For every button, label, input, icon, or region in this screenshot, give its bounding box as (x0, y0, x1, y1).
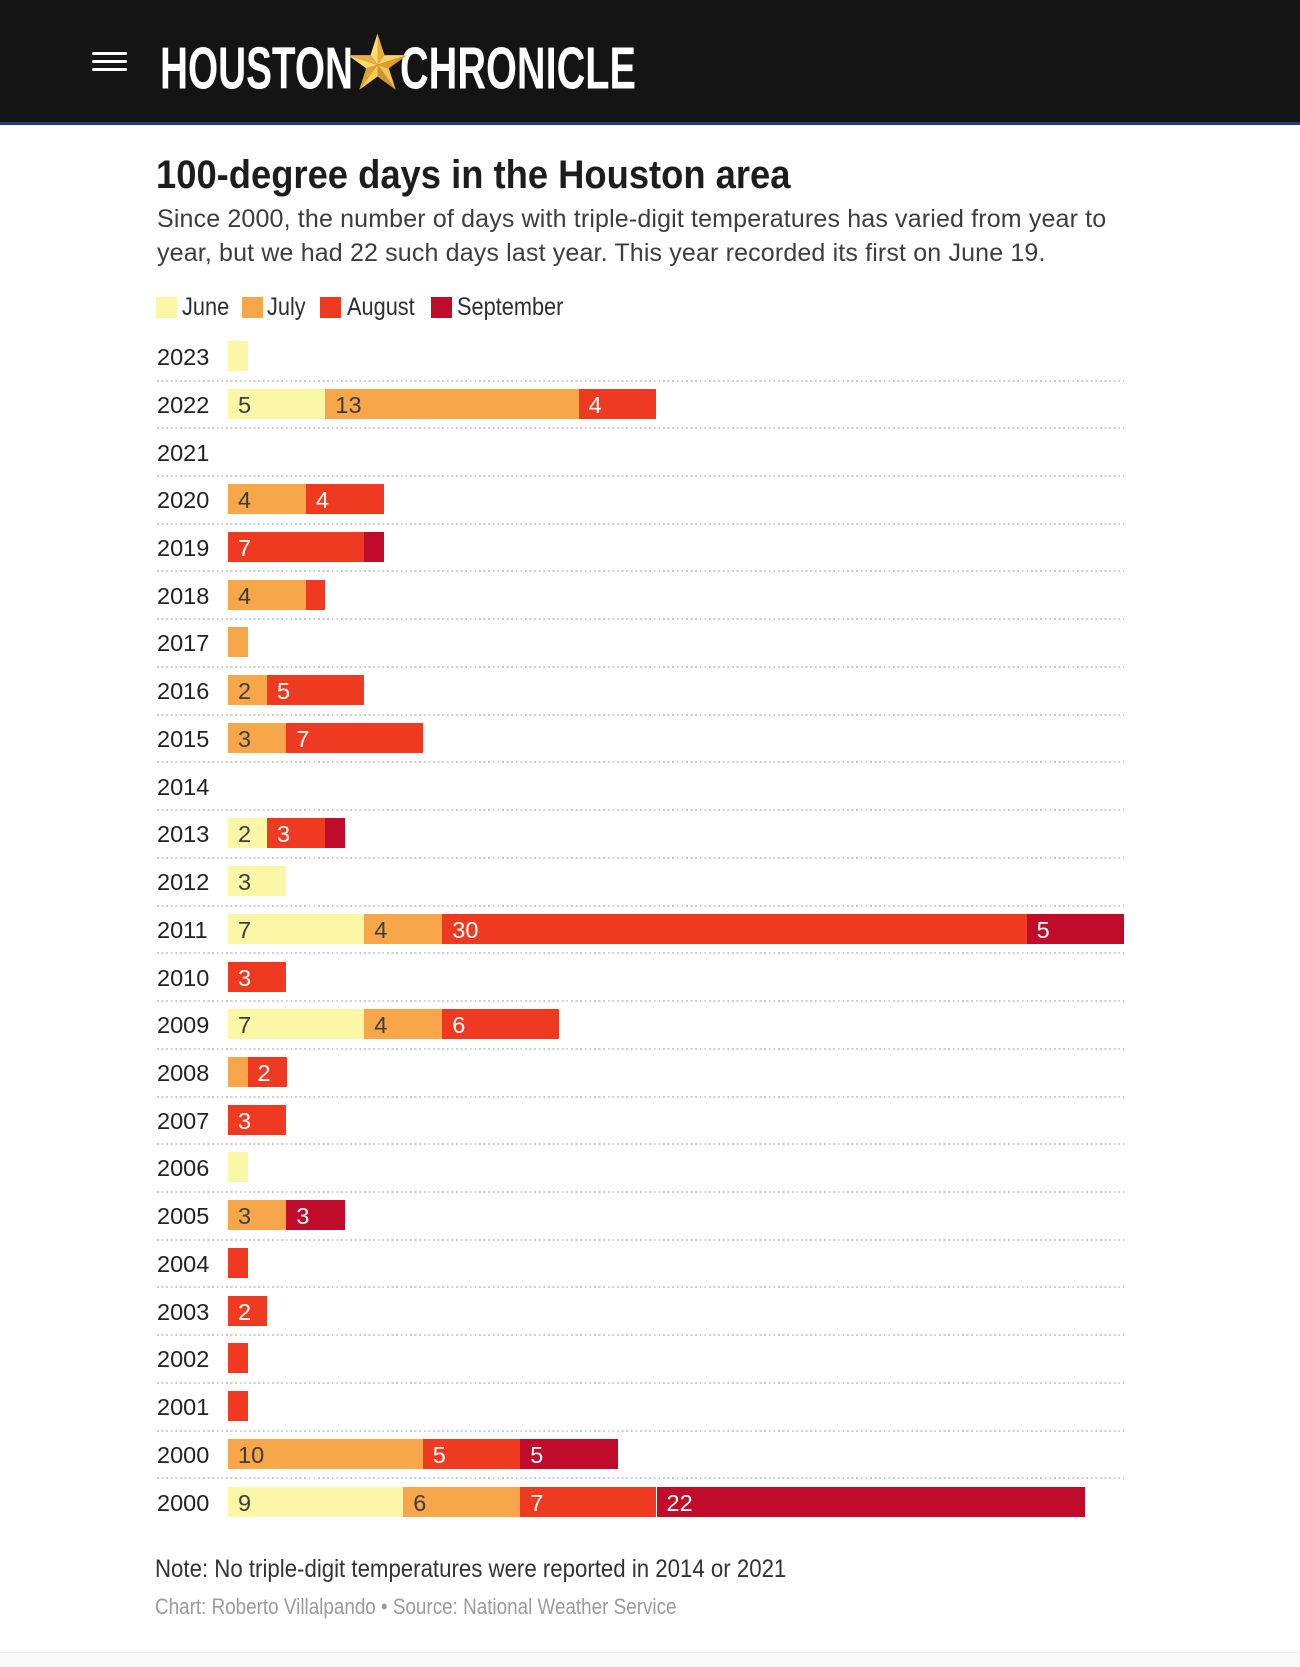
svg-text:CHRONICLE: CHRONICLE (400, 35, 636, 98)
svg-text:HOUSTON: HOUSTON (160, 35, 353, 98)
